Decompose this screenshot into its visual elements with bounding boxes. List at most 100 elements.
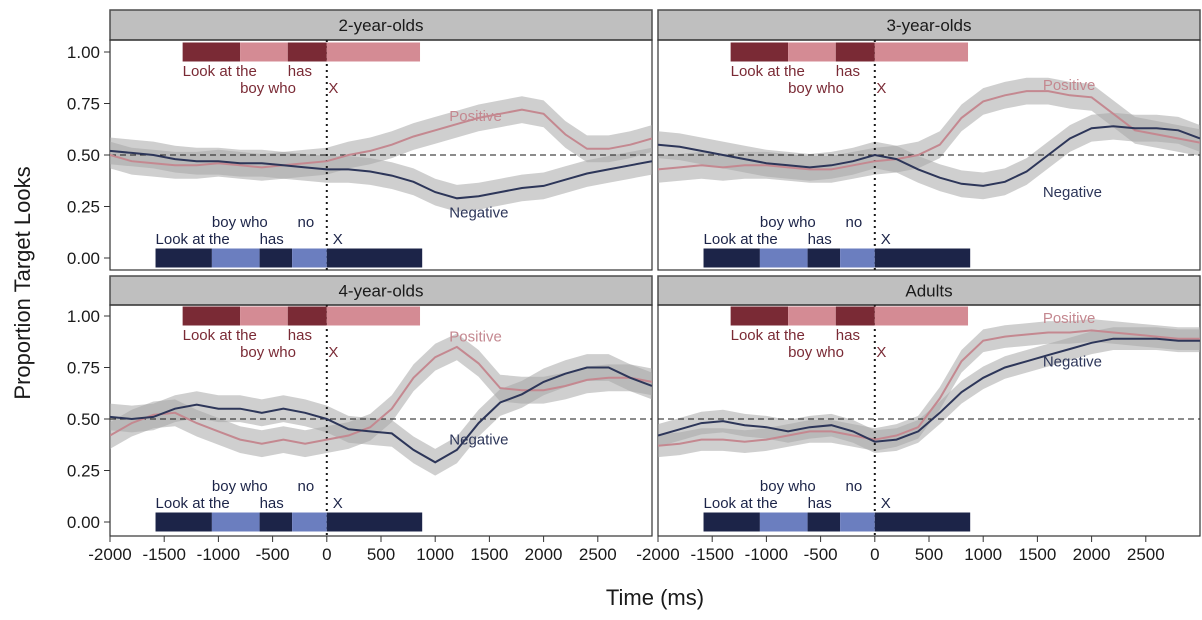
timeline-positive-word-4-3-year-olds: X [876,80,886,97]
timeline-negative-segment-4-adults [840,512,875,532]
timeline-negative-segment-3-adults [807,512,841,532]
y-tick-label-2-year-olds-2: 0.50 [67,146,100,165]
timeline-positive-segment-1-2-year-olds [182,42,241,62]
series-line-positive-adults [658,329,1200,447]
facet-strip-2-year-olds [109,9,653,41]
series-label-negative-3-year-olds: Negative [1043,184,1102,201]
timeline-positive-word-3-4-year-olds: boy who [240,344,296,361]
x-tick-label-adults-4: 0 [870,545,879,564]
timeline-negative-word-5-2-year-olds: X [333,231,343,248]
timeline-positive-segment-3-4-year-olds [287,306,327,326]
timeline-positive-segment-3-2-year-olds [287,42,327,62]
timeline-negative-word-2-2-year-olds: no [298,214,315,231]
timeline-positive-segment-4-3-year-olds [874,42,969,62]
y-tick-label-2-year-olds-0: 0.00 [67,249,100,268]
facet-title-4-year-olds: 4-year-olds [338,282,423,301]
timeline-negative-word-2-adults: no [846,478,863,495]
y-axis-title: Proportion Target Looks [10,166,35,399]
timeline-positive-word-2-adults: has [836,327,860,344]
x-tick-label-4-year-olds-0: -2000 [88,545,131,564]
timeline-negative-word-1-adults: boy who [760,478,816,495]
facet-title-3-year-olds: 3-year-olds [886,16,971,35]
series-line-negative-3-year-olds [658,125,1200,187]
timeline-positive-word-1-2-year-olds: Look at the [183,63,257,80]
timeline-negative-word-5-3-year-olds: X [881,231,891,248]
timeline-negative-segment-2-3-year-olds [759,248,808,268]
timeline-positive-segment-4-adults [874,306,969,326]
timeline-negative-word-5-adults: X [881,495,891,512]
facet-title-2-year-olds: 2-year-olds [338,16,423,35]
timeline-positive-segment-2-4-year-olds [240,306,288,326]
timeline-negative-segment-2-2-year-olds [211,248,260,268]
series-label-negative-2-year-olds: Negative [449,205,508,222]
timeline-negative-segment-5-2-year-olds [326,248,423,268]
series-line-positive-3-year-olds [658,90,1200,171]
timeline-negative-word-3-adults: Look at the [704,495,778,512]
timeline-positive-word-3-3-year-olds: boy who [788,80,844,97]
x-tick-label-4-year-olds-2: -1000 [197,545,240,564]
series-label-positive-2-year-olds: Positive [449,108,502,125]
series-label-negative-4-year-olds: Negative [449,432,508,449]
timeline-positive-segment-1-3-year-olds [730,42,789,62]
timeline-positive-word-4-2-year-olds: X [328,80,338,97]
timeline-positive-word-1-adults: Look at the [731,327,805,344]
ribbon-negative-4-year-olds [110,354,652,476]
timeline-negative-word-4-2-year-olds: has [260,231,284,248]
timeline-positive-segment-4-4-year-olds [326,306,421,326]
timeline-positive-word-3-2-year-olds: boy who [240,80,296,97]
timeline-negative-segment-1-3-year-olds [703,248,760,268]
timeline-negative-word-3-2-year-olds: Look at the [156,231,230,248]
timeline-negative-segment-1-2-year-olds [155,248,212,268]
timeline-negative-segment-2-4-year-olds [211,512,260,532]
timeline-negative-segment-3-2-year-olds [259,248,293,268]
timeline-positive-segment-1-adults [730,306,789,326]
timeline-positive-segment-3-3-year-olds [835,42,875,62]
x-tick-label-4-year-olds-5: 500 [367,545,395,564]
series-line-negative-adults [658,337,1200,443]
y-tick-label-4-year-olds-1: 0.25 [67,462,100,481]
timeline-positive-segment-2-2-year-olds [240,42,288,62]
timeline-negative-word-2-4-year-olds: no [298,478,315,495]
timeline-negative-word-5-4-year-olds: X [333,495,343,512]
timeline-positive-word-4-4-year-olds: X [328,344,338,361]
y-tick-label-4-year-olds-3: 0.75 [67,359,100,378]
series-line-negative-4-year-olds [110,366,652,464]
x-tick-label-4-year-olds-8: 2000 [525,545,563,564]
x-tick-label-4-year-olds-4: 0 [322,545,331,564]
ribbon-negative-3-year-olds [658,112,1200,200]
series-line-positive-2-year-olds [110,108,652,169]
x-tick-label-adults-7: 1500 [1018,545,1056,564]
ribbon-negative-2-year-olds [110,137,652,212]
series-label-positive-4-year-olds: Positive [449,329,502,346]
timeline-positive-word-2-4-year-olds: has [288,327,312,344]
x-tick-label-4-year-olds-6: 1000 [416,545,454,564]
x-tick-label-adults-9: 2500 [1127,545,1165,564]
y-tick-label-2-year-olds-4: 1.00 [67,43,100,62]
timeline-negative-word-2-3-year-olds: no [846,214,863,231]
timeline-negative-word-1-2-year-olds: boy who [212,214,268,231]
x-tick-label-adults-5: 500 [915,545,943,564]
timeline-positive-word-4-adults: X [876,344,886,361]
x-tick-label-adults-2: -1000 [745,545,788,564]
timeline-positive-segment-1-4-year-olds [182,306,241,326]
x-tick-label-adults-6: 1000 [964,545,1002,564]
x-axis-title: Time (ms) [606,585,704,610]
x-tick-label-adults-0: -2000 [636,545,679,564]
timeline-negative-word-4-adults: has [808,495,832,512]
timeline-negative-segment-5-adults [874,512,971,532]
timeline-positive-word-2-2-year-olds: has [288,63,312,80]
timeline-negative-word-4-3-year-olds: has [808,231,832,248]
timeline-positive-segment-3-adults [835,306,875,326]
x-tick-label-4-year-olds-9: 2500 [579,545,617,564]
timeline-negative-segment-1-4-year-olds [155,512,212,532]
timeline-negative-segment-1-adults [703,512,760,532]
y-tick-label-4-year-olds-4: 1.00 [67,307,100,326]
series-line-negative-2-year-olds [110,149,652,200]
ribbon-negative-adults [658,327,1200,453]
x-tick-label-adults-8: 2000 [1073,545,1111,564]
timeline-negative-word-1-3-year-olds: boy who [760,214,816,231]
timeline-negative-segment-3-4-year-olds [259,512,293,532]
timeline-positive-segment-4-2-year-olds [326,42,421,62]
